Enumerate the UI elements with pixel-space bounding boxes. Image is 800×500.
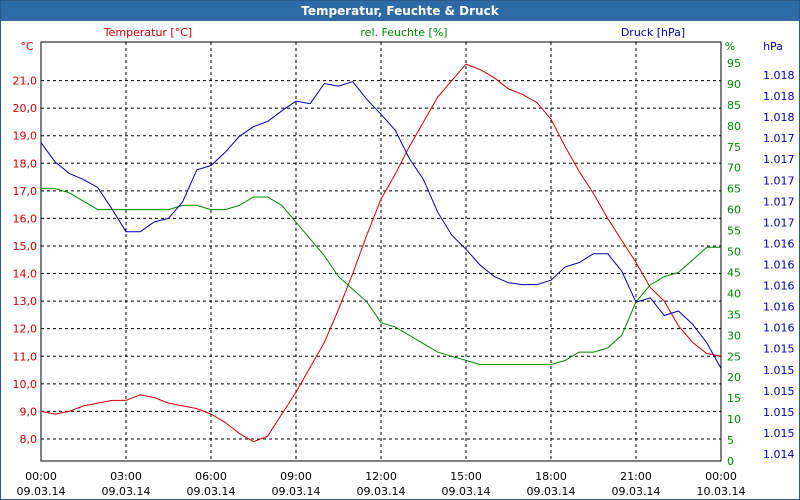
x-tick-time: 03:00 [110,470,142,483]
humidity-tick-label: 90 [727,78,741,91]
x-tick-time: 15:00 [450,470,482,483]
temperature-tick-label: 21,0 [13,75,38,88]
pressure-tick-label: 1.015 [763,406,795,419]
humidity-tick-label: 15 [727,392,741,405]
x-tick-time: 09:00 [280,470,312,483]
x-tick-time: 18:00 [535,470,567,483]
temperature-line [40,63,722,443]
pressure-tick-label: 1.014 [763,448,795,461]
x-tick-date: 10.03.14 [697,485,746,498]
pressure-axis-title: Druck [hPa] [621,26,685,39]
temperature-tick-label: 18,0 [13,157,38,170]
pressure-line [40,81,722,369]
humidity-tick-label: 45 [727,266,741,279]
x-tick-time: 12:00 [365,470,397,483]
window-title: Temperatur, Feuchte & Druck [1,1,799,21]
humidity-tick-label: 95 [727,57,741,70]
pressure-tick-label: 1.017 [763,132,795,145]
temperature-tick-label: 8,0 [20,433,38,446]
temperature-tick-label: 9,0 [20,405,38,418]
x-tick-date: 09.03.14 [187,485,236,498]
temperature-tick-label: 11,0 [13,350,38,363]
temperature-tick-label: 15,0 [13,240,38,253]
pressure-tick-label: 1.017 [763,174,795,187]
humidity-tick-label: 75 [727,141,741,154]
temperature-tick-label: 17,0 [13,185,38,198]
humidity-tick-label: 50 [727,246,741,259]
pressure-tick-label: 1.017 [763,153,795,166]
pressure-tick-label: 1.015 [763,427,795,440]
pressure-tick-label: 1.015 [763,385,795,398]
x-tick-date: 09.03.14 [357,485,406,498]
humidity-tick-label: 55 [727,225,741,238]
x-tick-time: 00:00 [25,470,57,483]
humidity-tick-label: 10 [727,413,741,426]
humidity-tick-label: 20 [727,371,741,384]
temperature-tick-label: 14,0 [13,268,38,281]
x-tick-date: 09.03.14 [527,485,576,498]
humidity-tick-label: 85 [727,99,741,112]
temperature-tick-label: 12,0 [13,323,38,336]
left-axis-unit: °C [20,40,34,53]
humidity-axis-unit: % [725,40,735,53]
temperature-tick-label: 20,0 [13,102,38,115]
pressure-tick-label: 1.017 [763,216,795,229]
humidity-tick-label: 35 [727,308,741,321]
pressure-tick-label: 1.017 [763,195,795,208]
pressure-tick-label: 1.018 [763,69,795,82]
x-tick-time: 21:00 [620,470,652,483]
pressure-axis-unit: hPa [763,40,783,53]
humidity-tick-label: 80 [727,120,741,133]
temperature-tick-label: 19,0 [13,130,38,143]
humidity-tick-label: 65 [727,183,741,196]
temperature-tick-label: 10,0 [13,378,38,391]
pressure-tick-label: 1.015 [763,364,795,377]
humidity-line [41,188,721,366]
x-tick-time: 00:00 [705,470,737,483]
pressure-tick-label: 1.015 [763,343,795,356]
pressure-tick-label: 1.018 [763,111,795,124]
humidity-tick-label: 30 [727,329,741,342]
pressure-tick-label: 1.016 [763,259,795,272]
pressure-tick-label: 1.016 [763,280,795,293]
pressure-tick-label: 1.016 [763,237,795,250]
x-tick-date: 09.03.14 [272,485,321,498]
x-tick-time: 06:00 [195,470,227,483]
pressure-tick-label: 1.016 [763,322,795,335]
pressure-tick-label: 1.016 [763,301,795,314]
humidity-tick-label: 60 [727,204,741,217]
left-axis-title: Temperatur [°C] [103,26,192,39]
x-tick-date: 09.03.14 [612,485,661,498]
humidity-tick-label: 40 [727,287,741,300]
temperature-tick-label: 13,0 [13,295,38,308]
humidity-tick-label: 0 [727,455,734,468]
x-tick-date: 09.03.14 [442,485,491,498]
humidity-tick-label: 5 [727,434,734,447]
x-tick-date: 09.03.14 [102,485,151,498]
temperature-tick-label: 16,0 [13,212,38,225]
x-tick-date: 09.03.14 [17,485,66,498]
humidity-axis-title: rel. Feuchte [%] [360,26,447,39]
humidity-tick-label: 25 [727,350,741,363]
pressure-tick-label: 1.018 [763,90,795,103]
humidity-tick-label: 70 [727,162,741,175]
